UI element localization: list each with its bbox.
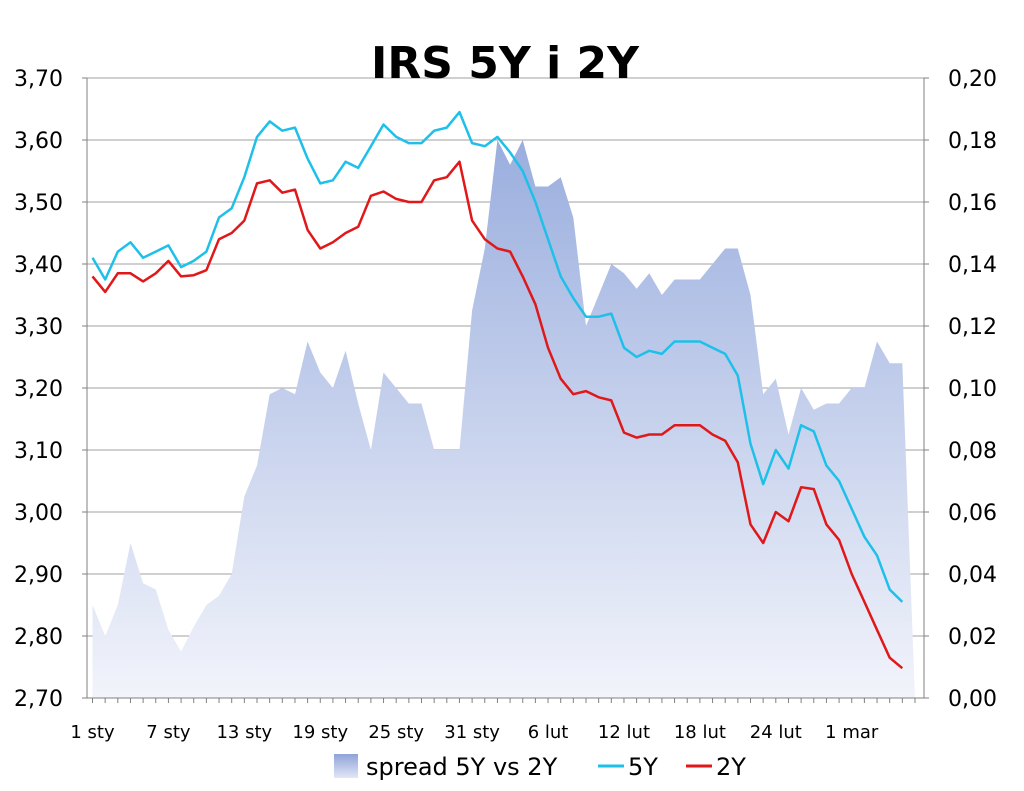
legend: spread 5Y vs 2Y 5Y 2Y xyxy=(334,753,746,781)
x-tick-label: 13 sty xyxy=(216,722,272,743)
right-tick-label: 0,08 xyxy=(948,439,997,464)
x-tick-label: 24 lut xyxy=(750,722,802,743)
legend-label-2y: 2Y xyxy=(716,753,746,781)
left-tick-label: 3,00 xyxy=(14,501,63,526)
spread-area xyxy=(92,140,915,698)
left-tick-label: 3,10 xyxy=(14,439,63,464)
legend-label-spread: spread 5Y vs 2Y xyxy=(366,753,558,781)
right-tick-label: 0,16 xyxy=(948,191,997,216)
series-line-5y xyxy=(91,110,904,603)
left-tick-label: 3,20 xyxy=(14,377,63,402)
right-tick-label: 0,20 xyxy=(948,67,997,92)
left-tick-label: 2,80 xyxy=(14,625,63,650)
right-tick-label: 0,06 xyxy=(948,501,997,526)
chart-title: IRS 5Y i 2Y xyxy=(371,38,640,89)
x-axis-tick-labels: 1 sty 7 sty 13 sty 19 sty 25 sty 31 sty 6 lut 1… xyxy=(70,722,879,743)
left-tick-label: 3,40 xyxy=(14,253,63,278)
right-tick-label: 0,14 xyxy=(948,253,997,278)
legend-swatch-spread xyxy=(334,754,358,778)
right-tick-label: 0,12 xyxy=(948,315,997,340)
right-tick-label: 0,00 xyxy=(948,687,997,712)
x-tick-label: 19 sty xyxy=(292,722,348,743)
x-tick-label: 12 lut xyxy=(598,722,650,743)
left-tick-label: 3,60 xyxy=(14,129,63,154)
left-tick-label: 3,30 xyxy=(14,315,63,340)
axes xyxy=(82,77,929,703)
left-tick-label: 2,90 xyxy=(14,563,63,588)
left-tick-label: 3,50 xyxy=(14,191,63,216)
x-tick-label: 31 sty xyxy=(444,722,500,743)
left-axis-tick-labels: 2,70 2,80 2,90 3,00 3,10 3,20 3,30 3,40 3,50 3,60… xyxy=(14,67,63,712)
right-tick-label: 0,04 xyxy=(948,563,997,588)
x-tick-label: 18 lut xyxy=(674,722,726,743)
right-tick-label: 0,18 xyxy=(948,129,997,154)
right-tick-label: 0,02 xyxy=(948,625,997,650)
legend-label-5y: 5Y xyxy=(628,753,658,781)
left-tick-label: 2,70 xyxy=(14,687,63,712)
series-line-2y xyxy=(91,160,904,670)
left-tick-label: 3,70 xyxy=(14,67,63,92)
x-tick-label: 7 sty xyxy=(146,722,191,743)
right-axis-tick-labels: 0,00 0,02 0,04 0,06 0,08 0,10 0,12 0,14 0,16 0,18… xyxy=(948,67,997,712)
right-tick-label: 0,10 xyxy=(948,377,997,402)
x-tick-label: 6 lut xyxy=(528,722,569,743)
x-tick-label: 1 sty xyxy=(70,722,115,743)
x-tick-label: 25 sty xyxy=(368,722,424,743)
x-tick-label: 1 mar xyxy=(825,722,879,743)
